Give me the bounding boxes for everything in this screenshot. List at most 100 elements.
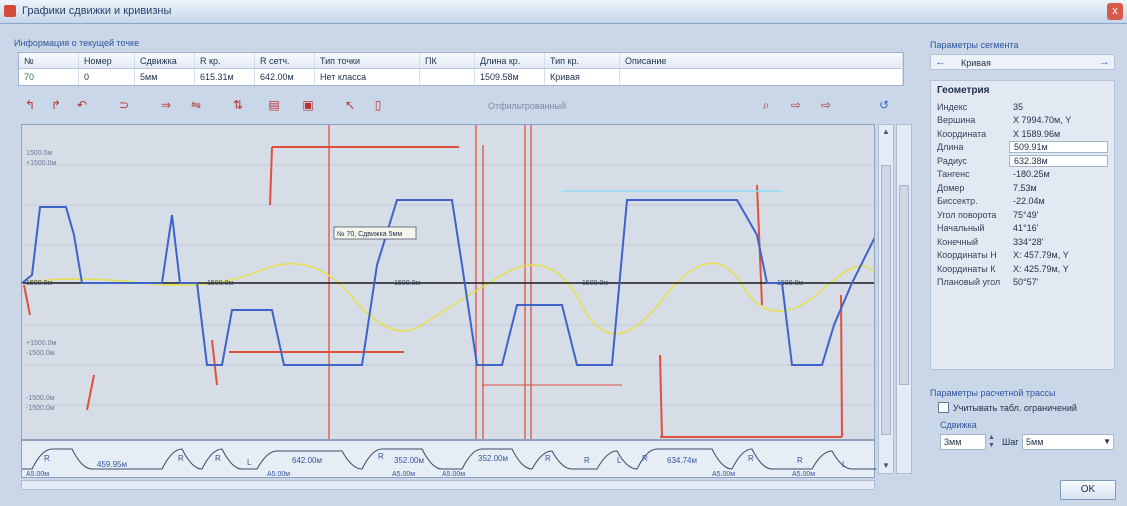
col-header: Номер xyxy=(79,53,135,68)
curve-right-icon[interactable]: ↱ xyxy=(50,98,62,112)
chevron-down-icon: ▼ xyxy=(1103,437,1111,446)
shift-input[interactable]: 3мм xyxy=(940,434,986,450)
export-icon[interactable]: ⇨ xyxy=(790,98,802,112)
segment-label: 634.74м xyxy=(667,456,697,465)
step-select[interactable]: 5мм ▼ xyxy=(1022,434,1114,450)
zoom-icon[interactable]: ⌕ xyxy=(762,98,770,112)
table-icon[interactable]: ▤ xyxy=(268,98,280,112)
spin-icon[interactable]: ▲ ▼ xyxy=(988,434,995,449)
segment-sublabel: A5.00м xyxy=(392,471,415,478)
param-row: Координаты К X: 425.79м, Y xyxy=(931,262,1114,276)
scroll-down-icon[interactable]: ▼ xyxy=(882,461,890,470)
segment-label: R xyxy=(545,454,551,463)
param-label: Тангенс xyxy=(937,169,970,180)
param-row: Начальный 41°16' xyxy=(931,222,1114,236)
table-row[interactable]: 70 0 5мм 615.31м 642.00м Нет класса 1509… xyxy=(19,69,903,85)
vertical-scrollbar-2[interactable] xyxy=(896,124,912,474)
param-row: Тангенс -180.25м xyxy=(931,168,1114,182)
curve-left-icon[interactable]: ↰ xyxy=(24,98,36,112)
shift-label: Сдвижка xyxy=(940,420,977,430)
shift-icon[interactable]: ⊃ xyxy=(118,98,130,112)
segment-label: 459.95м xyxy=(97,460,127,469)
segment-band[interactable]: R 459.95м R R L 642.00м R 352.00м 352.00… xyxy=(21,440,876,478)
merge-icon[interactable]: ⇅ xyxy=(232,98,244,112)
prev-arrow-icon[interactable]: ← xyxy=(935,56,946,68)
segment-sublabel: A5.00м xyxy=(26,471,49,478)
segment-label: 352.00м xyxy=(394,456,424,465)
horizontal-scrollbar[interactable] xyxy=(21,480,875,490)
axis-label: 1500.0м xyxy=(777,280,803,287)
split-icon[interactable]: ⇋ xyxy=(190,98,202,112)
col-header: R сетч. xyxy=(255,53,315,68)
red-step-11 xyxy=(659,354,663,438)
save-icon[interactable]: ▣ xyxy=(302,98,314,112)
red-step-9 xyxy=(86,374,95,411)
segment-selector[interactable]: ← Кривая → xyxy=(930,54,1115,70)
cell: 615.31м xyxy=(195,69,255,85)
curve-add-icon[interactable]: ↶ xyxy=(76,98,88,112)
param-label: Начальный xyxy=(937,223,985,234)
toolbar: ↰ ↱ ↶ ⊃ ⇒ ⇋ ⇅ ▤ ▣ ↖ ▯ Отфильтрованный ⌕ … xyxy=(18,95,908,119)
param-row: Индекс 35 xyxy=(931,100,1114,114)
use-table-checkbox[interactable] xyxy=(938,402,949,413)
cell: Кривая xyxy=(545,69,620,85)
param-label: Домер xyxy=(937,182,965,193)
segment-label: L xyxy=(617,456,622,465)
blue-shift-curve xyxy=(22,199,874,366)
ok-button[interactable]: OK xyxy=(1060,480,1116,500)
arrow-right-icon[interactable]: ⇒ xyxy=(160,98,172,112)
cell xyxy=(420,69,475,85)
red-step-6 xyxy=(269,146,273,206)
param-row: Координаты Н X: 457.79м, Y xyxy=(931,249,1114,263)
red-step-5 xyxy=(23,284,31,316)
panel-title: Параметры сегмента xyxy=(930,40,1019,50)
red-step-8 xyxy=(840,294,843,438)
scroll-thumb[interactable] xyxy=(899,185,909,385)
band-svg: R 459.95м R R L 642.00м R 352.00м 352.00… xyxy=(22,448,876,478)
param-row: Радиус 632.38м xyxy=(931,154,1114,168)
shift-curvature-plot[interactable]: 1500.0м 1500.0м 1500.0м 1500.0м 1500.0м … xyxy=(21,124,875,440)
step-label: Шаг xyxy=(1002,437,1019,447)
param-label: Длина xyxy=(937,142,964,153)
next-arrow-icon[interactable]: → xyxy=(1099,56,1110,68)
param-value[interactable]: 509.91м xyxy=(1009,141,1108,154)
param-value: X: 457.79м, Y xyxy=(1013,250,1069,261)
param-row: Длина 509.91м xyxy=(931,141,1114,155)
segment-name: Кривая xyxy=(961,58,991,68)
param-value: 75°49' xyxy=(1013,209,1039,220)
param-value: 41°16' xyxy=(1013,223,1039,234)
scroll-thumb[interactable] xyxy=(881,165,891,435)
param-value: X 7994.70м, Y xyxy=(1013,115,1072,126)
pointer-icon[interactable]: ↖ xyxy=(344,98,356,112)
vertical-scrollbar[interactable]: ▲ ▼ xyxy=(878,124,894,474)
undo-icon[interactable]: ↺ xyxy=(878,98,890,112)
point-tooltip: № 70, Сдвижка 5мм xyxy=(337,231,402,238)
axis-label: 1500.0м xyxy=(26,280,52,287)
cell: 642.00м xyxy=(255,69,315,85)
param-value: 35 xyxy=(1013,101,1024,112)
segment-label: R xyxy=(44,454,50,463)
param-label: Биссектр. xyxy=(937,196,978,207)
param-row: Угол поворота 75°49' xyxy=(931,208,1114,222)
close-button[interactable]: x xyxy=(1107,3,1123,20)
window-title: Графики сдвижки и кривизны xyxy=(22,5,172,17)
left-label: 1500.0м xyxy=(26,150,52,157)
param-value: 7.53м xyxy=(1013,182,1037,193)
segment-params-panel: Параметры сегмента ← Кривая → Геометрия … xyxy=(920,32,1120,500)
param-value[interactable]: 632.38м xyxy=(1009,154,1108,167)
doc-icon[interactable]: ▯ xyxy=(374,98,382,112)
param-row: Домер 7.53м xyxy=(931,181,1114,195)
app-icon xyxy=(4,5,16,17)
segment-label: 352.00м xyxy=(478,454,508,463)
param-label: Конечный xyxy=(937,236,979,247)
export2-icon[interactable]: ⇨ xyxy=(820,98,832,112)
checkbox-label: Учитывать табл. ограничений xyxy=(953,403,1077,413)
segment-label: R xyxy=(215,454,221,463)
segment-sublabel: A5.00м xyxy=(712,471,735,478)
scroll-up-icon[interactable]: ▲ xyxy=(882,127,890,136)
geometry-grid: Геометрия Индекс 35 Вершина X 7994.70м, Y Ко… xyxy=(930,80,1115,370)
segment-label: R xyxy=(378,452,384,461)
axis-label: 1500.0м xyxy=(207,280,233,287)
col-header: № xyxy=(19,53,79,68)
filter-field[interactable]: Отфильтрованный xyxy=(488,101,567,111)
